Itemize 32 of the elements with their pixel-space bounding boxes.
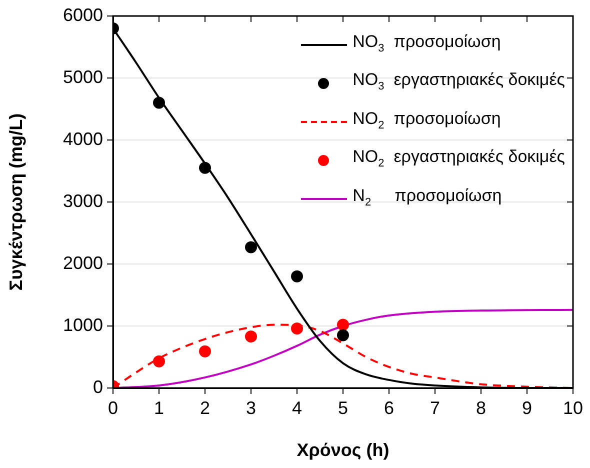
point [337, 318, 349, 331]
y-tick-label: 4000 [62, 128, 103, 149]
x-tick-label: 2 [200, 398, 210, 418]
point [199, 345, 211, 358]
x-tick-label: 8 [476, 398, 486, 418]
point [337, 329, 349, 342]
x-axis-title: Χρόνος (h) [296, 440, 390, 460]
x-tick-label: 1 [154, 398, 164, 418]
x-tick-label: 6 [384, 398, 394, 418]
x-tick-label: 7 [430, 398, 440, 418]
x-tick-label: 5 [338, 398, 348, 418]
x-tick-label: 3 [246, 398, 256, 418]
y-tick-label: 6000 [62, 4, 103, 25]
x-tick-label: 0 [108, 398, 118, 418]
point [245, 241, 257, 254]
text: N$_{2}$ προσομοίωση [352, 186, 502, 208]
point [291, 270, 303, 282]
legend-label: NO$_{3}$ εργαστηριακές δοκιμές [352, 69, 565, 95]
y-tick-label: 0 [92, 376, 103, 397]
legend-label: NO$_{2}$ εργαστηριακές δοκιμές [352, 146, 565, 172]
legend-label: NO$_{2}$ προσομοίωση [352, 108, 501, 134]
legend-label: NO$_{3}$ προσομοίωση [352, 31, 501, 56]
y-tick-label: 5000 [62, 66, 103, 87]
y-tick-label: 3000 [62, 190, 103, 211]
point [153, 355, 165, 368]
y-tick-label: 1000 [62, 314, 103, 335]
point [245, 330, 257, 343]
x-tick-label: 10 [562, 398, 584, 418]
x-tick-label: 9 [522, 398, 532, 418]
y-axis-title: Συγκέντρωση (mg/L) [6, 113, 26, 291]
x-tick-label: 4 [292, 398, 302, 418]
y-tick-label: 2000 [62, 252, 103, 273]
